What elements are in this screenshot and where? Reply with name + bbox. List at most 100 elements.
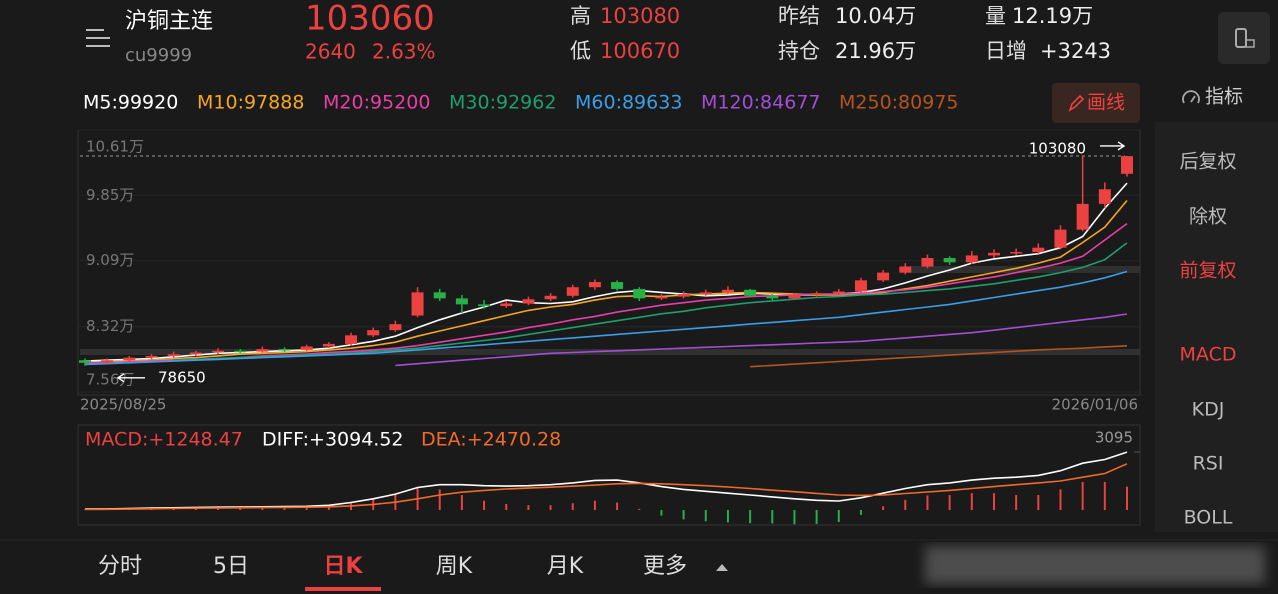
orientation-button[interactable] xyxy=(1218,12,1270,64)
sidebar-item[interactable]: 前复权 xyxy=(1179,260,1236,282)
y-tick-label: 7.56万 xyxy=(86,371,134,389)
candle-body xyxy=(189,352,202,355)
candle-body xyxy=(145,355,158,358)
period-tab[interactable]: 更多 xyxy=(643,554,687,579)
date-label: 2025/08/25 xyxy=(80,396,166,414)
support-band xyxy=(900,266,1140,273)
ma-line xyxy=(84,270,1128,366)
min-arrow xyxy=(116,373,125,383)
sidebar-item[interactable]: MACD xyxy=(1180,344,1237,366)
candle-body xyxy=(921,257,934,267)
period-tab[interactable]: 日K xyxy=(323,554,363,579)
max-price-label: 103080 xyxy=(1029,139,1086,157)
candle-body xyxy=(566,287,579,296)
date-label: 2026/01/06 xyxy=(1052,396,1138,414)
period-tab[interactable]: 周K xyxy=(436,554,473,579)
blurred-watermark xyxy=(925,546,1265,584)
sidebar-item[interactable]: BOLL xyxy=(1184,507,1233,529)
ma-line xyxy=(173,242,1128,361)
prev-settle-label: 昨结 xyxy=(778,4,820,28)
period-tab[interactable]: 分时 xyxy=(98,554,142,579)
candle-body xyxy=(544,295,557,300)
candle-body xyxy=(101,360,114,363)
sidebar-item[interactable]: KDJ xyxy=(1192,399,1225,421)
period-tabs: 分时 5日 日K 周K 月K 更多 xyxy=(98,554,687,591)
macd-chart: 3095 MACD:+1248.47 DIFF:+3094.52 DEA:+2470.… xyxy=(84,429,1140,525)
high-label: 高 xyxy=(570,4,591,28)
sidebar-item[interactable]: 除权 xyxy=(1189,206,1227,228)
sidebar-item[interactable]: 后复权 xyxy=(1179,151,1236,173)
candle-body xyxy=(611,282,624,289)
ma-line xyxy=(750,345,1128,368)
candle-body xyxy=(500,303,513,307)
macd-legend: MACD:+1248.47 xyxy=(85,429,243,451)
candle-body xyxy=(721,289,734,293)
ma-legend: M5:99920 xyxy=(83,92,178,114)
candle-body xyxy=(1098,189,1111,204)
menu-icon[interactable] xyxy=(86,29,110,47)
contract-name: 沪铜主连 xyxy=(125,9,213,34)
ma-legend: M120:84677 xyxy=(701,92,821,114)
support-band xyxy=(80,349,1140,355)
ma-line xyxy=(84,182,1128,362)
indicator-title: 指标 xyxy=(1205,86,1243,108)
candle-body xyxy=(1054,229,1067,248)
prev-settle-value: 10.04万 xyxy=(835,4,916,28)
ma-legend: M10:97888 xyxy=(197,92,304,114)
candle-body xyxy=(433,292,446,299)
candle-body xyxy=(212,350,225,353)
ma-legend: M20:95200 xyxy=(323,92,430,114)
last-price: 103060 xyxy=(305,0,435,39)
candle-body xyxy=(699,292,712,295)
price-change: 2640 xyxy=(305,40,356,64)
macd-frame xyxy=(77,424,1141,526)
period-tab[interactable]: 5日 xyxy=(213,554,249,579)
candle-body xyxy=(167,354,180,356)
kline-chart: 10.61万 9.85万 9.09万 8.32万 7.56万 2025/08/25 2026… xyxy=(78,92,1140,414)
candle-body xyxy=(633,288,646,299)
candle-body xyxy=(345,335,358,344)
candle-body xyxy=(1010,251,1023,254)
candle-body xyxy=(79,360,91,363)
candle-body xyxy=(1076,203,1089,230)
draw-line-label: 画线 xyxy=(1087,92,1125,114)
candle-body xyxy=(123,357,136,361)
candle-body xyxy=(832,291,845,294)
y-tick-label: 9.85万 xyxy=(86,186,134,204)
tab-underline xyxy=(305,587,381,591)
y-tick-label: 8.32万 xyxy=(86,317,134,335)
daily-increase-value: +3243 xyxy=(1040,39,1111,63)
candle-body xyxy=(854,280,867,292)
candle-body xyxy=(389,324,402,331)
candle-body xyxy=(322,343,335,347)
sidebar-panel xyxy=(1155,122,1278,532)
volume-value: 12.19万 xyxy=(1012,4,1093,28)
y-tick-label: 9.09万 xyxy=(86,251,134,269)
candle-body xyxy=(1032,247,1045,252)
ma-line xyxy=(84,199,1128,364)
candle-body xyxy=(234,350,247,353)
min-price-label: 78650 xyxy=(158,368,206,386)
candle-body xyxy=(1121,156,1133,174)
candle-body xyxy=(987,252,1000,256)
period-tab[interactable]: 月K xyxy=(547,554,584,579)
low-label: 低 xyxy=(570,39,591,63)
macd-legend: DIFF:+3094.52 xyxy=(262,429,404,451)
draw-line-button[interactable]: 画线 xyxy=(1052,83,1140,123)
candle-body xyxy=(965,255,978,263)
candle-body xyxy=(677,294,690,297)
sidebar-item[interactable]: RSI xyxy=(1193,453,1224,475)
low-value: 100670 xyxy=(600,39,680,63)
candle-body xyxy=(766,295,779,299)
candle-body xyxy=(655,296,668,299)
candle-body xyxy=(411,292,424,316)
ma-line xyxy=(395,313,1128,367)
contract-code: cu9999 xyxy=(125,45,192,66)
indicator-header[interactable]: 指标 xyxy=(1182,86,1243,108)
more-arrow[interactable] xyxy=(716,564,728,571)
candle-body xyxy=(278,349,291,351)
candle-body xyxy=(943,257,956,263)
candle-body xyxy=(455,298,468,305)
